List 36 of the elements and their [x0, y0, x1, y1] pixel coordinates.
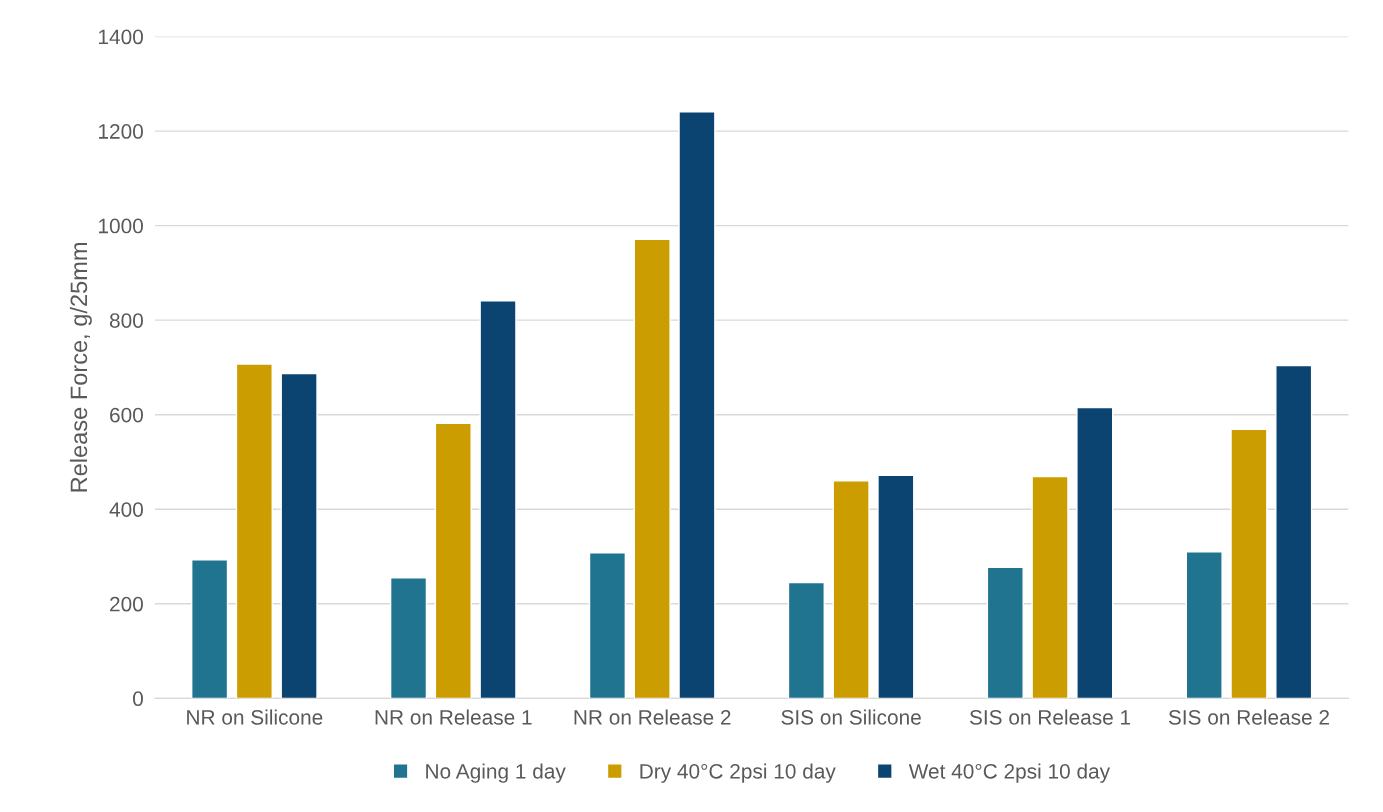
bar [1076, 406, 1114, 699]
bar [832, 480, 870, 699]
y-tick-label: 0 [133, 691, 143, 707]
bar [588, 552, 627, 699]
bar [479, 300, 517, 699]
x-tick-label: NR on Silicone [187, 709, 323, 725]
bar [1275, 364, 1313, 699]
y-tick-label: 1400 [99, 29, 143, 45]
y-tick-label: 200 [110, 596, 143, 612]
bar [235, 363, 273, 699]
x-tick-label: SIS on Release 1 [969, 709, 1131, 725]
legend-label: Dry 40°C 2psi 10 day [640, 763, 836, 783]
bar [389, 577, 428, 699]
x-tick-label: SIS on Release 2 [1168, 709, 1329, 725]
y-axis-title: Release Force, g/25mm [69, 243, 92, 492]
bar [986, 566, 1024, 699]
bar [1031, 475, 1069, 699]
x-tick-label: NR on Release 2 [574, 709, 731, 725]
bar [1230, 428, 1268, 699]
x-tick-label: SIS on Silicone [781, 709, 921, 725]
bar [787, 581, 825, 699]
bar [678, 111, 716, 699]
x-tick-label: NR on Release 1 [375, 709, 532, 725]
y-tick-label: 1000 [99, 218, 143, 234]
legend-label: Wet 40°C 2psi 10 day [908, 763, 1111, 783]
y-tick-label: 600 [110, 407, 143, 423]
y-tick-label: 1200 [99, 124, 143, 139]
bar [191, 559, 229, 699]
bar [434, 422, 472, 699]
bar [280, 372, 318, 699]
bar [877, 474, 915, 699]
bar [1185, 551, 1223, 699]
bar [633, 238, 671, 699]
legend-label: No Aging 1 day [426, 763, 566, 783]
y-tick-label: 400 [109, 502, 143, 517]
y-tick-label: 800 [109, 313, 143, 328]
